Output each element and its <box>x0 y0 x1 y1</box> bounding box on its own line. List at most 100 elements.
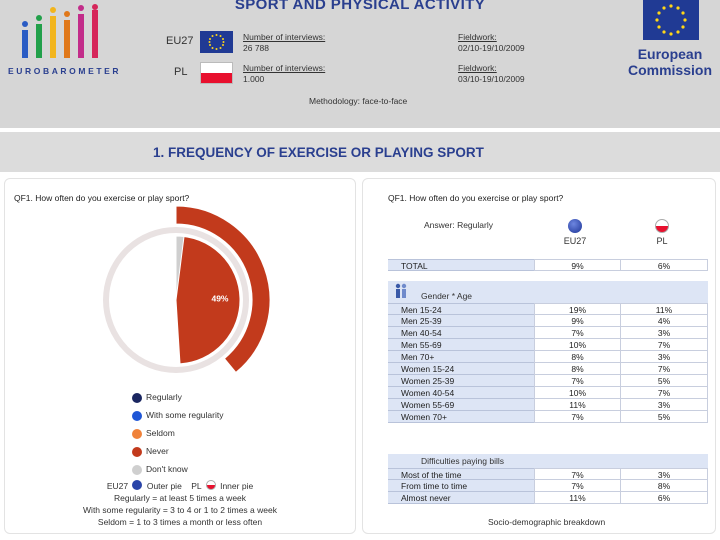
legend-swatch <box>132 393 142 403</box>
commission-line-1: European <box>637 46 703 62</box>
left-question: QF1. How often do you exercise or play s… <box>14 193 190 203</box>
cell-eu: 11% <box>534 399 621 411</box>
table-row: Almost never 11% 6% <box>388 492 708 504</box>
cell-eu: 9% <box>534 259 621 271</box>
row-label: Men 40-54 <box>388 327 534 339</box>
legend-label: Seldom <box>146 428 175 438</box>
cell-eu: 10% <box>534 339 621 351</box>
eu-label: EU27 <box>166 35 194 47</box>
legend-swatch <box>132 465 142 475</box>
pie-slice-inner-never <box>175 235 241 365</box>
key-eu-text: Outer pie <box>146 481 182 491</box>
cell-eu: 11% <box>534 492 621 504</box>
cell-eu: 7% <box>534 375 621 387</box>
cell-pl: 11% <box>621 303 708 315</box>
legend-swatch <box>132 429 142 439</box>
cell-pl: 7% <box>621 339 708 351</box>
cell-pl: 3% <box>621 468 708 480</box>
table-row: From time to time 7% 8% <box>388 480 708 492</box>
cell-pl: 3% <box>621 327 708 339</box>
col-header-pl: PL <box>656 236 668 246</box>
row-label: Women 40-54 <box>388 387 534 399</box>
pie-value-label: 21% <box>236 207 253 217</box>
row-label: Women 15-24 <box>388 363 534 375</box>
section-bar <box>0 132 720 172</box>
row-label: Women 25-39 <box>388 375 534 387</box>
eu-interviews-value: 26 788 <box>243 43 269 53</box>
col-header-eu: EU27 <box>563 236 587 246</box>
cell-pl: 6% <box>621 259 708 271</box>
table-row: Women 55-69 11% 3% <box>388 399 708 411</box>
eurobarometer-logo-icon <box>22 4 98 58</box>
header-banner: EUROBAROMETER SPORT AND PHYSICAL ACTIVIT… <box>0 0 720 128</box>
group-heading-bills: Difficulties paying bills <box>388 454 708 468</box>
cell-pl: 5% <box>621 375 708 387</box>
row-label: Men 25-39 <box>388 315 534 327</box>
row-label: TOTAL <box>388 259 534 271</box>
cell-eu: 8% <box>534 363 621 375</box>
cell-eu: 10% <box>534 387 621 399</box>
table-row: Men 70+ 8% 3% <box>388 351 708 363</box>
cell-pl: 4% <box>621 315 708 327</box>
cell-pl: 3% <box>621 399 708 411</box>
page-title: SPORT AND PHYSICAL ACTIVITY <box>234 0 486 13</box>
legend-label: With some regularity <box>146 410 224 420</box>
legend-swatch <box>132 411 142 421</box>
eu-interviews-label: Number of interviews: <box>243 32 326 42</box>
eu-fieldwork-label: Fieldwork: <box>458 32 497 42</box>
pl-fieldwork: Fieldwork: 03/10-19/10/2009 <box>458 63 525 85</box>
eu-globe-icon <box>568 219 582 233</box>
footer-note: Socio-demographic breakdown <box>488 517 606 527</box>
pie-slice-inner-don-t-know <box>175 235 185 301</box>
answer-label: Answer: Regularly <box>424 220 493 230</box>
row-label: Men 70+ <box>388 351 534 363</box>
methodology-note: Methodology: face-to-face <box>309 96 408 106</box>
key-pl-text: Inner pie <box>220 481 254 491</box>
table-row: Men 15-24 19% 11% <box>388 303 708 315</box>
row-label: Men 15-24 <box>388 303 534 315</box>
legend-label: Never <box>146 446 169 456</box>
cell-pl: 6% <box>621 492 708 504</box>
row-label: Women 55-69 <box>388 399 534 411</box>
table-row: Women 70+ 7% 5% <box>388 411 708 423</box>
people-icon <box>395 283 407 298</box>
cell-eu: 7% <box>534 411 621 423</box>
pl-fieldwork-label: Fieldwork: <box>458 63 497 73</box>
row-label: Women 70+ <box>388 411 534 423</box>
pie-value-label: 49% <box>211 294 228 304</box>
table-row: Women 15-24 8% 7% <box>388 363 708 375</box>
cell-pl: 3% <box>621 351 708 363</box>
table-row-total: TOTAL 9% 6% <box>388 259 708 271</box>
eu-flag-icon <box>200 31 233 53</box>
pie-value-label: 39% <box>273 257 290 267</box>
pie-value-label: 31% <box>260 232 277 242</box>
cell-pl: 5% <box>621 411 708 423</box>
right-question: QF1. How often do you exercise or play s… <box>388 193 564 203</box>
table-row: Women 25-39 7% 5% <box>388 375 708 387</box>
table-row: Women 40-54 10% 7% <box>388 387 708 399</box>
commission-line-2: Commission <box>627 62 712 78</box>
pie-key: EU27 Outer pie PL Inner pie <box>0 480 360 491</box>
note-some-regularity: With some regularity = 3 to 4 or 1 to 2 … <box>83 505 277 515</box>
cell-eu: 7% <box>534 480 621 492</box>
cell-eu: 8% <box>534 351 621 363</box>
group-heading-gender-age: Gender * Age <box>388 281 708 303</box>
cell-pl: 7% <box>621 363 708 375</box>
cell-eu: 7% <box>534 327 621 339</box>
pl-interviews-value: 1.000 <box>243 74 265 84</box>
bills-heading: Difficulties paying bills <box>421 456 504 466</box>
legend-swatch <box>132 447 142 457</box>
european-commission-flag-icon <box>643 0 699 40</box>
eu-interviews: Number of interviews: 26 788 <box>243 32 325 54</box>
legend-label: Don't know <box>146 464 188 474</box>
note-seldom: Seldom = 1 to 3 times a month or less of… <box>97 517 263 527</box>
pl-globe-icon <box>655 219 669 233</box>
pl-label: PL <box>174 66 188 78</box>
frequency-donut-chart: 9%31%21%39%6%19%24%49% <box>103 205 290 374</box>
section-title: 1. FREQUENCY OF EXERCISE OR PLAYING SPOR… <box>153 145 484 160</box>
gender-age-heading: Gender * Age <box>421 291 473 301</box>
table-row: Most of the time 7% 3% <box>388 468 708 480</box>
pie-slice-outer-never <box>175 205 271 374</box>
pl-globe-icon <box>205 480 216 490</box>
legend-label: Regularly <box>146 392 182 402</box>
